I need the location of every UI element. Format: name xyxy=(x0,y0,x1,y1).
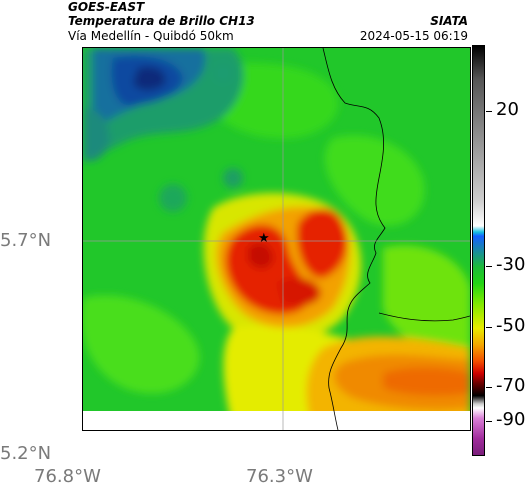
colorbar-tick xyxy=(486,387,492,388)
lat-tick-label: 5.2°N xyxy=(0,443,52,464)
temperature-field xyxy=(83,48,470,430)
colorbar-label: 20 xyxy=(496,99,519,120)
temperature-colorbar xyxy=(472,45,485,456)
brightness-temperature-map[interactable]: ★ xyxy=(82,47,471,431)
datetime-label: 2024-05-15 06:19 xyxy=(359,29,468,43)
product-title: Temperatura de Brillo CH13 xyxy=(68,14,255,28)
colorbar-tick xyxy=(486,266,492,267)
star-icon: ★ xyxy=(258,231,270,246)
org-label: SIATA xyxy=(430,14,468,28)
colorbar-label: -50 xyxy=(496,315,526,336)
colorbar-label: -90 xyxy=(496,409,526,430)
route-subtitle: Vía Medellín - Quibdó 50km xyxy=(68,29,234,43)
lon-tick-label: 76.8°W xyxy=(34,466,101,487)
map-field xyxy=(83,48,470,430)
lat-tick-label: 5.7°N xyxy=(0,230,52,251)
satellite-title: GOES-EAST xyxy=(68,0,145,14)
colorbar-tick xyxy=(486,111,492,112)
boundary-line xyxy=(322,48,386,430)
no-data-strip xyxy=(83,411,470,430)
colorbar-tick xyxy=(486,421,492,422)
colorbar-label: -30 xyxy=(496,254,526,275)
boundary-line-east xyxy=(378,312,470,322)
colorbar-tick xyxy=(486,327,492,328)
colorbar-label: -70 xyxy=(496,375,526,396)
lon-tick-label: 76.3°W xyxy=(246,466,313,487)
